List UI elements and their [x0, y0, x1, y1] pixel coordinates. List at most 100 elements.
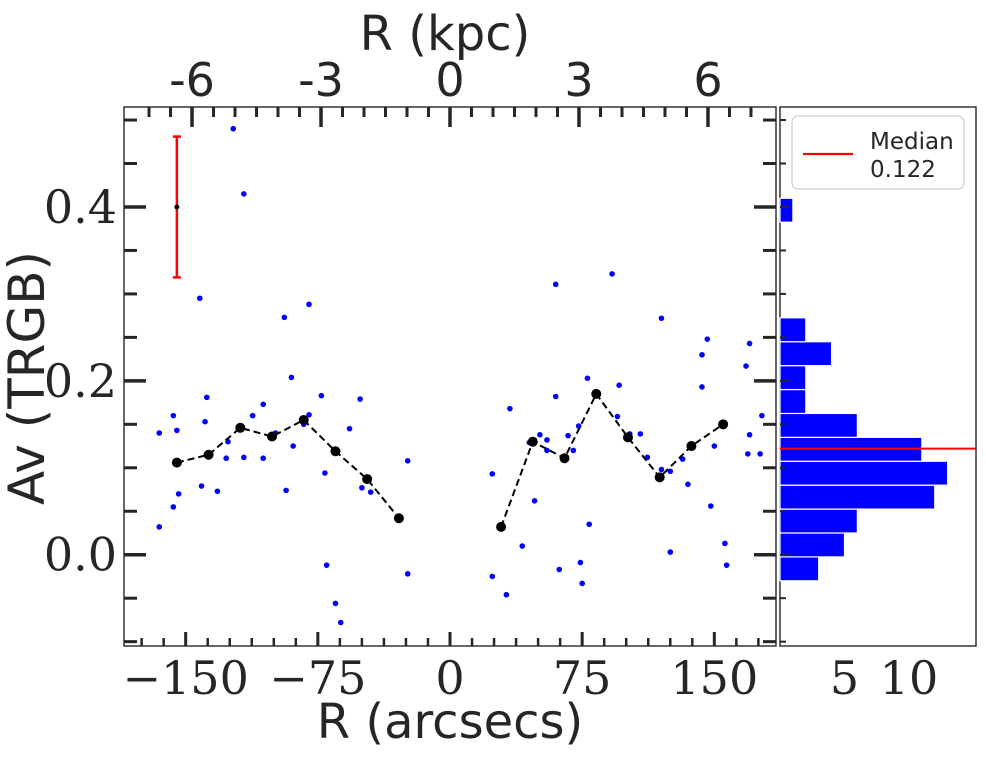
scatter-point	[537, 431, 543, 438]
binned-point	[267, 431, 278, 442]
scatter-point	[241, 454, 247, 461]
binned-point	[235, 422, 246, 433]
legend-label: Median	[870, 129, 954, 155]
scatter-point	[556, 566, 563, 573]
scatter-point	[489, 573, 496, 580]
scatter-point	[637, 431, 644, 437]
top-tick-label: 0	[435, 53, 464, 107]
scatter-point	[503, 591, 510, 598]
scatter-point	[745, 451, 751, 457]
histogram-x-tick-label: 10	[880, 651, 939, 705]
scatter-point	[586, 521, 593, 528]
error-bar	[172, 135, 181, 279]
scatter-point	[346, 425, 353, 432]
scatter-point	[584, 375, 591, 382]
scatter-point	[759, 412, 765, 419]
histogram-bar	[779, 388, 807, 415]
scatter-point	[609, 271, 615, 277]
x-axis-label: R (arcsecs)	[317, 694, 583, 750]
scatter-point	[281, 314, 288, 321]
scatter-point	[249, 412, 256, 419]
scatter-point	[332, 600, 339, 607]
scatter-point	[679, 456, 686, 462]
scatter-point	[223, 455, 230, 462]
scatter-point	[507, 405, 513, 412]
histogram-bar	[779, 460, 949, 486]
scatter-point	[723, 562, 730, 568]
scatter-point	[685, 481, 691, 488]
scatter-point	[230, 125, 237, 132]
binned-point	[654, 472, 665, 483]
scatter-point	[170, 412, 177, 419]
scatter-point	[722, 540, 728, 547]
scatter-point	[746, 431, 753, 438]
scatter-point	[570, 447, 577, 454]
scatter-point	[667, 549, 674, 555]
scatter-point	[711, 443, 718, 449]
binned-line-right	[500, 391, 724, 528]
scatter-point	[667, 468, 674, 475]
scatter-point	[260, 401, 267, 408]
scatter-point	[318, 392, 325, 399]
binned-point	[622, 432, 633, 443]
scatter-point	[616, 382, 622, 388]
scatter-point	[306, 411, 312, 418]
scatter-point	[575, 423, 582, 429]
binned-point	[496, 521, 507, 532]
scatter-point	[202, 418, 208, 425]
scatter-point	[337, 619, 344, 626]
legend-value: 0.122	[870, 157, 936, 183]
scatter-point	[757, 451, 763, 457]
binned-median-series	[171, 388, 729, 532]
legend: Median 0.122	[791, 115, 965, 190]
y-tick-label: 0.0	[44, 528, 117, 582]
main-plot-panel: −150 −75 0 75 150 0.0 0.2 0.4 -6 -3 0 3 6 R (arcse…	[0, 6, 777, 750]
x-tick-label: 150	[670, 651, 758, 705]
histogram-bar	[779, 197, 794, 223]
top-tick-label: 3	[564, 53, 593, 107]
scatter-point	[552, 281, 559, 288]
histogram-bar	[779, 341, 833, 367]
scatter-point	[565, 432, 571, 439]
histogram-bar	[779, 317, 807, 343]
scatter-point	[322, 470, 328, 476]
scatter-point	[290, 443, 296, 449]
histogram-bar	[779, 484, 936, 510]
scatter-point	[204, 394, 210, 401]
scatter-point	[519, 543, 526, 549]
histogram-tick-labels: 5 10	[830, 651, 938, 705]
scatter-point	[404, 458, 411, 464]
main-plot-frame	[123, 106, 777, 647]
scatter-point	[306, 301, 312, 308]
scatter-point	[323, 562, 330, 568]
scatter-point	[614, 413, 621, 420]
binned-line-left	[176, 418, 400, 519]
binned-point	[171, 457, 182, 468]
scatter-point	[283, 487, 289, 494]
scatter-point	[489, 471, 496, 477]
histogram-bar	[779, 508, 858, 534]
binned-point	[362, 474, 373, 485]
top-tick-label: -6	[169, 53, 215, 107]
scatter-point	[198, 483, 205, 489]
scatter-point	[170, 504, 177, 510]
y-axis-label: Av (TRGB)	[0, 251, 56, 505]
scatter-point	[531, 498, 538, 504]
scatter-point	[658, 315, 665, 322]
scatter-point	[704, 336, 711, 342]
top-tick-label: 6	[693, 53, 722, 107]
scatter-point	[577, 559, 584, 566]
scatter-point	[658, 466, 665, 473]
histogram-bar	[779, 365, 807, 391]
scatter-point	[544, 437, 550, 443]
histogram-ticks	[780, 119, 790, 643]
y-tick-labels: 0.0 0.2 0.4	[44, 180, 117, 582]
scatter-point	[196, 295, 203, 302]
scatter-point	[288, 374, 295, 381]
x-tick-label: −150	[123, 651, 249, 705]
scatter-point	[156, 430, 163, 436]
error-bar-center	[174, 204, 180, 210]
histogram-bar	[779, 412, 858, 438]
binned-point	[393, 513, 404, 524]
